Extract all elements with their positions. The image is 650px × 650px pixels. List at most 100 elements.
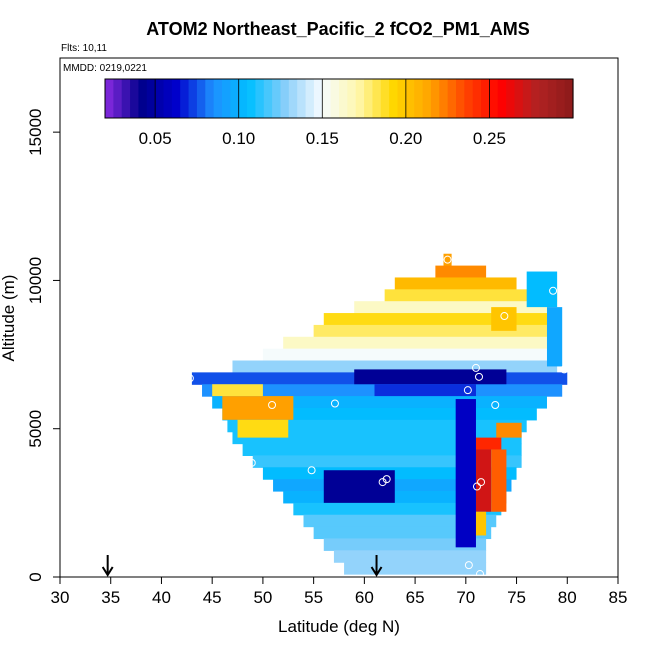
y-axis: 0 5000 10000 15000 [26, 109, 60, 582]
colorbar-tick-label: 0.05 [139, 129, 172, 148]
heatmap-patch [475, 449, 492, 512]
colorbar-segment [255, 79, 265, 118]
sample-point [476, 570, 485, 579]
colorbar-segment [330, 79, 340, 118]
sample-point [560, 365, 569, 374]
colorbar-segment [188, 79, 198, 118]
colorbar-segment [171, 79, 181, 118]
heatmap-patch [237, 419, 289, 438]
heatmap-patch [455, 399, 476, 548]
colorbar-frame [104, 78, 574, 119]
x-axis-label: Latitude (deg N) [278, 617, 400, 636]
colorbar-segment [238, 79, 248, 118]
heatmap-band [313, 526, 492, 540]
heatmap-patch [496, 422, 522, 438]
heatmap-band [323, 313, 553, 326]
x-tick-label: 60 [355, 588, 374, 607]
heatmap-patch [546, 307, 563, 367]
heatmap-band [333, 550, 487, 563]
colorbar-segment [146, 79, 156, 118]
flight-arrow-head [101, 566, 114, 577]
heatmap-patch [475, 437, 502, 450]
colorbar-segment [230, 79, 240, 118]
colorbar-segment [556, 79, 566, 118]
sample-point [268, 400, 277, 409]
heatmap-band [443, 253, 452, 267]
colorbar-segment [439, 79, 449, 118]
colorbar-segment [138, 79, 148, 118]
colorbar-segment [196, 79, 206, 118]
heatmap-band [384, 289, 558, 302]
colorbar-segment [297, 79, 307, 118]
heatmap-band [262, 348, 558, 362]
heatmap-band [435, 265, 487, 279]
chart-title: ATOM2 Northeast_Pacific_2 fCO2_PM1_AMS [146, 19, 529, 39]
colorbar-segment [222, 79, 231, 118]
colorbar-segment [397, 79, 407, 118]
heatmap-band [303, 514, 497, 528]
heatmap-band [323, 538, 487, 551]
heatmap-band [293, 502, 502, 516]
heatmap-patch [491, 449, 507, 512]
heatmap-band [283, 336, 558, 350]
colorbar-tick-label: 0.10 [222, 129, 255, 148]
x-tick-label: 55 [304, 588, 323, 607]
colorbar-segment [130, 79, 140, 118]
x-tick-label: 50 [253, 588, 272, 607]
colorbar-segment [514, 79, 524, 118]
heatmap-patch [526, 271, 558, 308]
colorbar-segment [339, 79, 348, 118]
x-tick-label: 35 [101, 588, 120, 607]
sample-point [475, 372, 484, 381]
colorbar-tick-label: 0.25 [473, 129, 506, 148]
heatmap-patch [222, 396, 294, 420]
y-tick-label: 15000 [26, 109, 45, 156]
colorbar-segment [380, 79, 390, 118]
colorbar-segment [288, 79, 298, 118]
plot-frame [59, 57, 619, 578]
x-tick-label: 45 [203, 588, 222, 607]
x-tick-label: 40 [152, 588, 171, 607]
sample-point [378, 478, 387, 487]
colorbar-segment [305, 79, 315, 118]
sample-point [247, 458, 256, 467]
sample-point [463, 386, 472, 395]
x-tick-label: 30 [51, 588, 70, 607]
heatmap-patch [491, 307, 517, 331]
x-tick-label: 85 [609, 588, 628, 607]
y-tick-label: 10000 [26, 257, 45, 304]
colorbar-segment [263, 79, 273, 118]
colorbar-segment [430, 79, 440, 118]
sample-point [491, 400, 500, 409]
colorbar-segment [531, 79, 541, 118]
sample-point [464, 561, 473, 570]
x-axis: 30 35 40 45 50 55 60 65 70 75 80 85 [51, 577, 628, 607]
colorbar-segment [547, 79, 557, 118]
colorbar-segment [497, 79, 507, 118]
colorbar-segment [213, 79, 223, 118]
plot-region [101, 253, 569, 579]
sample-point [500, 312, 509, 321]
colorbar-segment [180, 79, 190, 118]
sample-point [330, 399, 339, 408]
dates-label: MMDD: 0219,0221 [63, 63, 147, 74]
x-tick-label: 80 [558, 588, 577, 607]
flight-arrow-head [370, 566, 383, 577]
colorbar-tick-label: 0.20 [389, 129, 422, 148]
flights-label: Flts: 10,11 [61, 43, 107, 54]
sample-point [307, 466, 316, 475]
colorbar-segment [272, 79, 282, 118]
colorbar-segment [522, 79, 532, 118]
colorbar-segment [414, 79, 424, 118]
colorbar-segment [447, 79, 457, 118]
y-tick-label: 0 [26, 572, 45, 581]
x-tick-label: 70 [456, 588, 475, 607]
colorbar-segment [155, 79, 165, 118]
colorbar-segment [464, 79, 474, 118]
colorbar-segment [539, 79, 549, 118]
colorbar-segment [313, 79, 323, 118]
sample-point [477, 478, 486, 487]
colorbar-segment [389, 79, 399, 118]
colorbar-segment [121, 79, 131, 118]
colorbar-segment [481, 79, 491, 118]
